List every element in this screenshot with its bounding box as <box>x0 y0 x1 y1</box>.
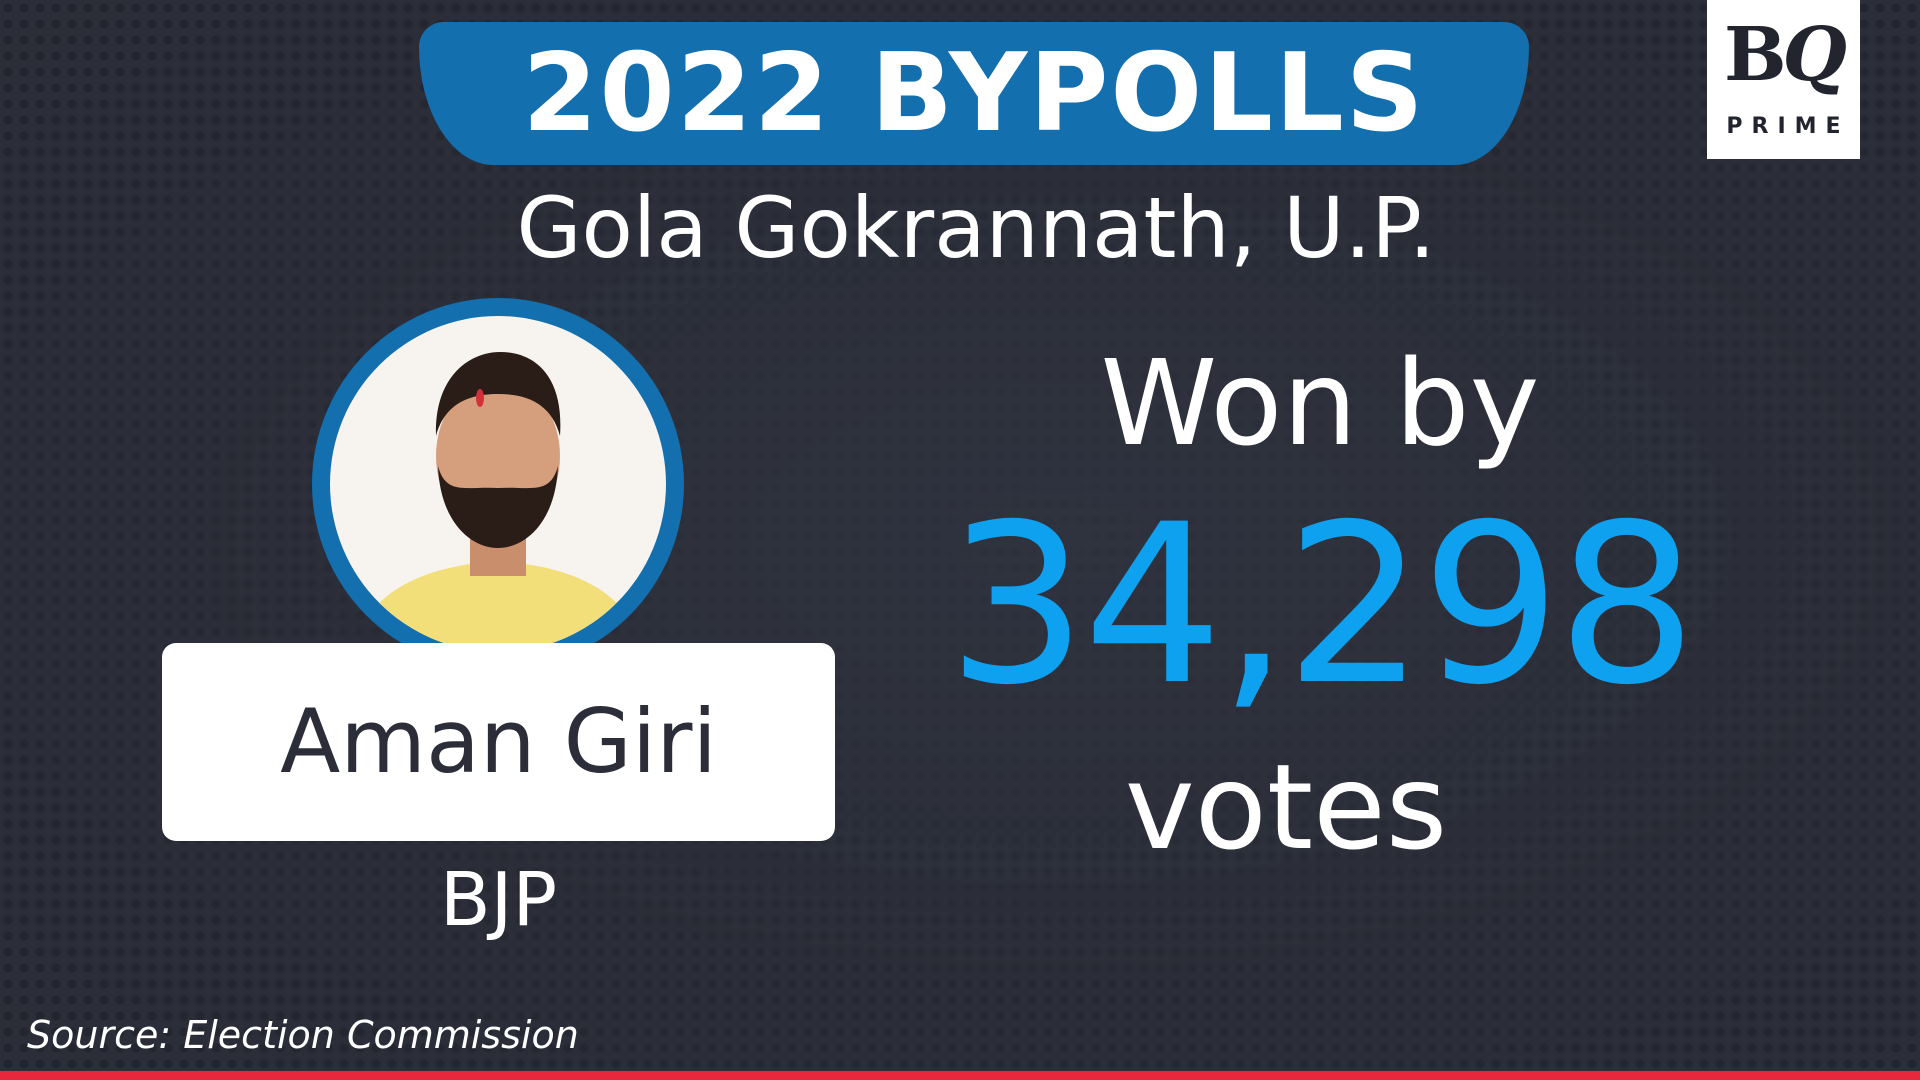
source-note: Source: Election Commission <box>27 1013 579 1057</box>
logo-prime: PRIME <box>1726 114 1850 139</box>
candidate-name-box: Aman Giri <box>162 643 835 841</box>
vote-margin: 34,298 <box>947 477 1697 733</box>
bq-prime-logo: BQ PRIME <box>1707 0 1860 159</box>
candidate-photo <box>312 298 684 670</box>
bottom-accent-line <box>0 1071 1920 1080</box>
candidate-portrait <box>350 352 646 652</box>
title: 2022 BYPOLLS <box>522 30 1426 156</box>
won-by-label: Won by <box>1100 334 1540 472</box>
candidate-party: BJP <box>439 857 558 943</box>
candidate-name: Aman Giri <box>280 690 717 793</box>
votes-label: votes <box>1124 738 1448 876</box>
title-banner: 2022 BYPOLLS <box>419 22 1529 165</box>
logo-bq: BQ <box>1723 12 1847 98</box>
constituency-title: Gola Gokrannath, U.P. <box>516 179 1436 277</box>
